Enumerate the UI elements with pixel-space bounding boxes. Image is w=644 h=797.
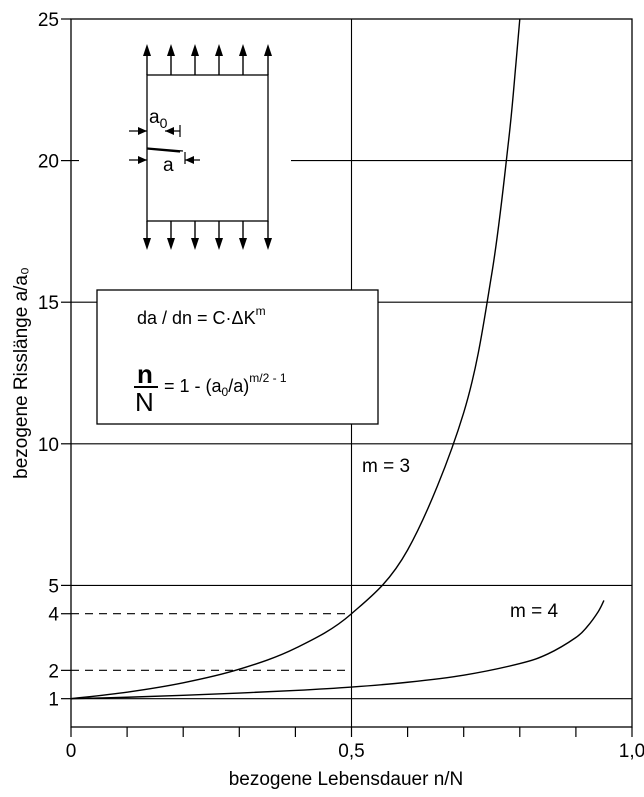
x-tick-label: 0,5: [338, 741, 364, 762]
tension-arrow-head: [191, 238, 199, 250]
specimen-sketch: a0 a: [79, 38, 291, 250]
x-tick-label: 1,0: [619, 741, 644, 762]
y-tick-label: 25: [38, 10, 59, 31]
y-tick-label: 15: [38, 293, 59, 314]
tension-arrow-head: [264, 44, 272, 56]
a-arrow-left: [138, 156, 147, 164]
tension-arrow-head: [239, 44, 247, 56]
formula-box: da / dn = C·ΔKm n N = 1 - (a0/a)m/2 - 1: [96, 289, 379, 425]
y-tick-label: 5: [48, 576, 59, 597]
y-tick-label: 20: [38, 152, 59, 173]
a0-arrow-left: [138, 127, 147, 135]
a0-arrow-right: [165, 127, 174, 135]
life-formula: = 1 - (a0/a)m/2 - 1: [164, 371, 287, 399]
tension-arrow-head: [239, 238, 247, 250]
tension-arrow-head: [215, 44, 223, 56]
tension-arrow-head: [167, 44, 175, 56]
series-layer: [70, 18, 605, 700]
x-tick-label: 0: [66, 741, 77, 762]
series-label-m3: m = 3: [362, 456, 410, 477]
tension-arrow-head: [143, 44, 151, 56]
fraction-denominator: N: [135, 387, 154, 417]
tension-arrow-head: [215, 238, 223, 250]
series-line-m3: [70, 18, 521, 700]
tension-arrow-head: [143, 238, 151, 250]
crack-line: [146, 147, 184, 153]
growth-law: da / dn = C·ΔKm: [137, 304, 266, 328]
y-tick-label: 2: [48, 661, 59, 682]
tension-arrows-bottom: [143, 221, 272, 250]
series-label-m4: m = 4: [510, 601, 558, 622]
tension-arrow-head: [264, 238, 272, 250]
series-line-m4: [70, 600, 605, 700]
y-tick-label: 10: [38, 435, 59, 456]
tension-arrow-head: [167, 238, 175, 250]
label-a: a: [163, 155, 174, 176]
tick-layer: 0 0,5 1,0 1 2 4 5 10 15 20 25: [38, 10, 644, 762]
y-tick-label: 1: [48, 690, 59, 711]
y-tick-label: 4: [48, 605, 59, 626]
x-axis-title: bezogene Lebensdauer n/N: [229, 769, 464, 790]
tension-arrow-head: [191, 44, 199, 56]
label-a0: a0: [149, 107, 168, 131]
tension-arrows-top: [143, 44, 272, 75]
fraction-numerator: n: [137, 359, 153, 389]
a-arrow-right: [185, 156, 194, 164]
y-axis-title: bezogene Risslänge a/a₀: [11, 267, 32, 479]
